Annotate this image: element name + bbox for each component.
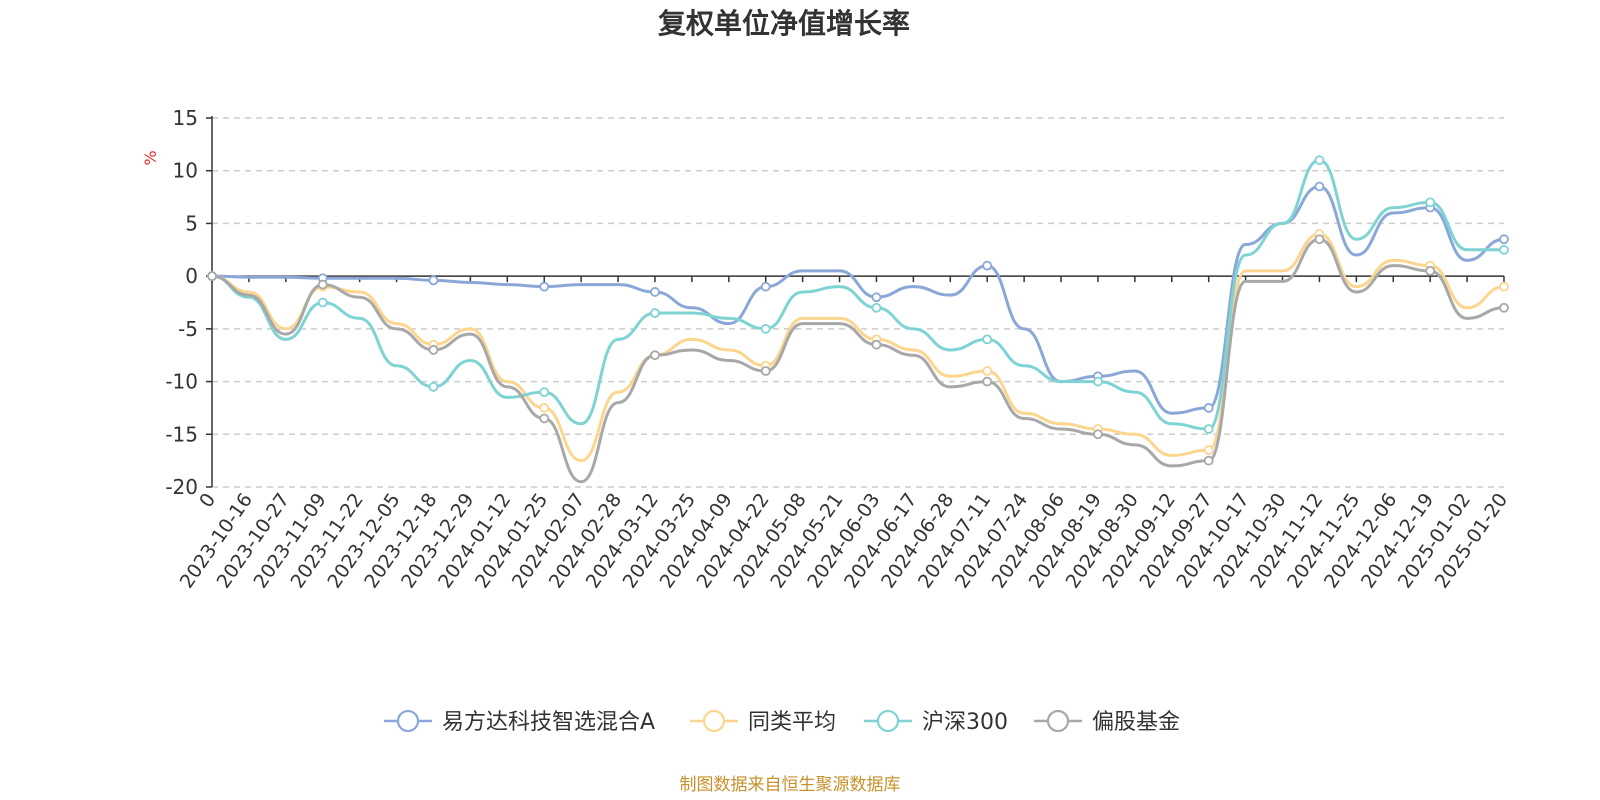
series-line-0 xyxy=(211,185,1505,415)
data-point xyxy=(982,376,993,387)
data-point xyxy=(650,287,660,297)
legend-marker xyxy=(702,709,726,733)
grid-lines xyxy=(212,117,1504,488)
data-point xyxy=(1425,197,1436,208)
data-point xyxy=(317,279,328,290)
y-tick-label: 15 xyxy=(173,106,198,130)
y-tick-label: -5 xyxy=(178,317,198,341)
y-tick-label: -10 xyxy=(165,370,198,394)
data-point xyxy=(1203,424,1214,434)
data-point xyxy=(1203,445,1214,456)
data-point xyxy=(871,339,882,350)
y-tick-label: 10 xyxy=(173,159,198,183)
data-point xyxy=(317,297,328,308)
legend-label: 易方达科技智选混合A xyxy=(442,710,655,735)
data-point xyxy=(1203,403,1214,413)
axes: 151050-5-10-15-2002023-10-162023-10-2720… xyxy=(165,106,1512,592)
data-point xyxy=(1499,234,1509,245)
data-point xyxy=(650,308,660,318)
data-point xyxy=(982,334,993,345)
x-tick-label: 0 xyxy=(195,489,220,512)
data-point xyxy=(1093,429,1103,440)
data-point xyxy=(428,275,439,286)
y-tick-label: 0 xyxy=(185,264,198,288)
data-point xyxy=(428,381,439,392)
legend-marker xyxy=(396,709,420,733)
data-point xyxy=(1314,234,1325,245)
y-axis-unit: % xyxy=(141,150,160,165)
series-line-1 xyxy=(211,232,1505,463)
data-point xyxy=(760,281,771,292)
data-point xyxy=(207,271,217,282)
data-point xyxy=(760,366,771,376)
legend-label: 偏股基金 xyxy=(1092,710,1180,735)
legend-label: 同类平均 xyxy=(748,710,836,735)
data-point xyxy=(1314,155,1325,166)
data-point xyxy=(1499,281,1509,292)
y-tick-label: -15 xyxy=(165,422,198,446)
data-point xyxy=(1203,455,1214,466)
data-point xyxy=(428,345,439,355)
legend-marker xyxy=(876,709,900,733)
legend-marker xyxy=(1046,709,1070,733)
y-tick-label: -20 xyxy=(165,475,198,499)
y-tick-label: 5 xyxy=(185,211,198,235)
data-point xyxy=(871,292,882,303)
data-point xyxy=(982,366,993,376)
data-point xyxy=(1499,244,1509,255)
data-point xyxy=(539,413,550,424)
source-note: 制图数据来自恒生聚源数据库 xyxy=(680,775,901,795)
data-point xyxy=(1499,302,1509,313)
series-line-2 xyxy=(211,158,1504,431)
chart-title: 复权单位净值增长率 xyxy=(658,7,910,40)
series-lines xyxy=(207,155,1509,484)
legend: 易方达科技智选混合A 同类平均 沪深300 偏股基金 xyxy=(384,709,1180,735)
data-point xyxy=(1093,376,1103,387)
data-point xyxy=(650,350,660,361)
data-point xyxy=(539,403,550,413)
data-point xyxy=(982,260,993,271)
data-point xyxy=(871,302,882,313)
data-point xyxy=(1425,265,1436,276)
data-point xyxy=(539,281,550,292)
legend-label: 沪深300 xyxy=(922,710,1008,735)
data-point xyxy=(539,387,550,398)
data-point xyxy=(760,323,771,334)
data-point xyxy=(1314,181,1325,192)
